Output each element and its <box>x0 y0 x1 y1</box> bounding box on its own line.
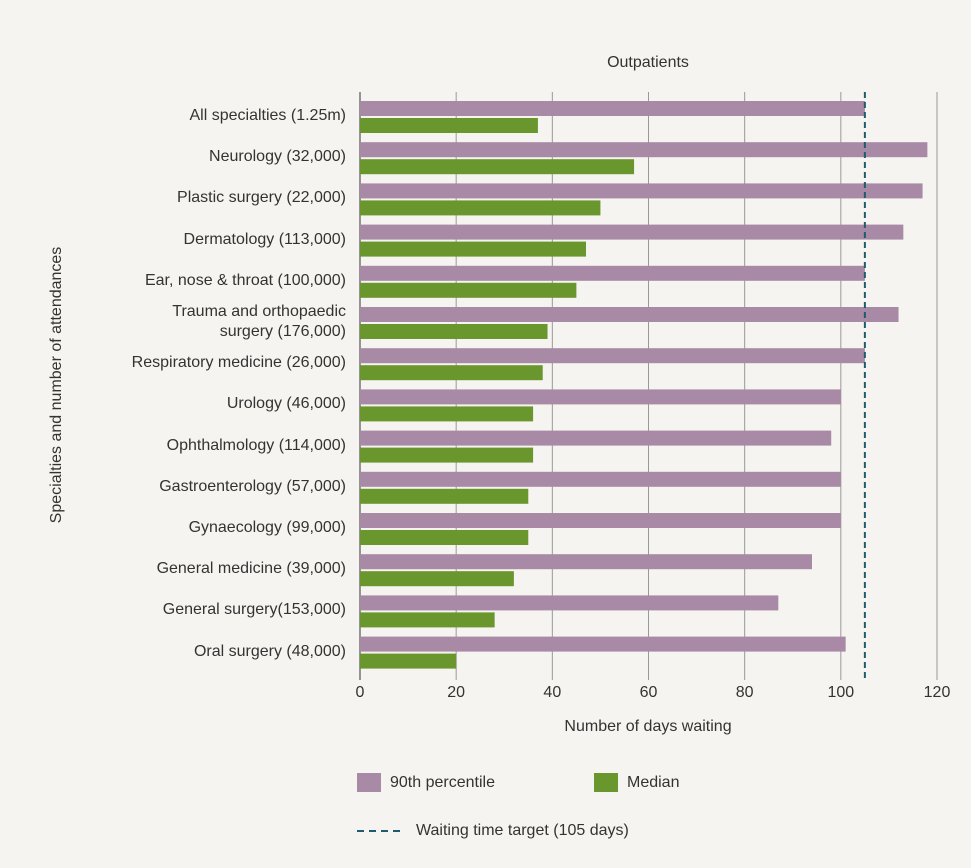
bar <box>360 406 534 422</box>
category-label: Oral surgery (48,000) <box>193 642 346 660</box>
x-tick-label: 0 <box>356 684 365 701</box>
x-tick-label: 120 <box>924 684 951 701</box>
category-label: Ear, nose & throat (100,000) <box>144 271 346 289</box>
bar <box>360 265 865 281</box>
legend-label: Median <box>627 774 679 791</box>
category-label: General medicine (39,000) <box>156 560 346 578</box>
chart-title: Outpatients <box>607 54 689 71</box>
legend-swatch <box>594 773 618 792</box>
category-label: Ophthalmology (114,000) <box>166 436 346 454</box>
bar <box>360 282 577 298</box>
category-label: Urology (46,000) <box>226 395 346 413</box>
x-tick-label: 40 <box>543 684 561 701</box>
category-label: Gastroenterology (57,000) <box>159 477 346 495</box>
bar <box>360 389 841 405</box>
bar <box>360 365 543 381</box>
bar <box>360 513 841 528</box>
bar <box>360 488 529 504</box>
bar <box>360 159 635 175</box>
bar <box>360 430 832 446</box>
bar <box>360 471 841 487</box>
bar <box>360 307 899 322</box>
category-label: Respiratory medicine (26,000) <box>131 354 346 372</box>
category-label: Dermatology (113,000) <box>183 230 346 248</box>
bar <box>360 530 529 545</box>
bar <box>360 324 548 339</box>
category-label: Plastic surgery (22,000) <box>177 189 346 207</box>
bar <box>360 200 601 216</box>
bar <box>360 241 586 257</box>
category-label: Gynaecology (99,000) <box>188 519 346 536</box>
bar <box>360 118 538 133</box>
bar <box>360 142 928 158</box>
x-tick-label: 100 <box>827 684 854 701</box>
category-label: General surgery(153,000) <box>162 601 346 619</box>
bar <box>360 636 846 652</box>
category-label: Neurology (32,000) <box>209 148 346 166</box>
bar <box>360 224 904 240</box>
x-tick-label: 60 <box>640 684 658 701</box>
legend-swatch <box>357 773 381 792</box>
x-tick-label: 20 <box>447 684 465 701</box>
category-label: All specialties (1.25m) <box>189 107 347 124</box>
bar <box>360 653 457 669</box>
bar <box>360 447 534 463</box>
legend-label: 90th percentile <box>390 774 495 791</box>
category-label: Trauma and orthopaedic surgery (176,000) <box>172 303 346 340</box>
bar <box>360 183 923 199</box>
bar <box>360 571 514 587</box>
x-tick-label: 80 <box>736 684 754 701</box>
y-axis-label: Specialties and number of attendances <box>48 247 65 524</box>
bar <box>360 612 495 628</box>
x-axis-label: Number of days waiting <box>564 718 731 735</box>
bar <box>360 554 812 570</box>
legend-label: Waiting time target (105 days) <box>416 822 629 839</box>
bar <box>360 101 865 116</box>
bar <box>360 348 865 364</box>
bar <box>360 595 779 611</box>
